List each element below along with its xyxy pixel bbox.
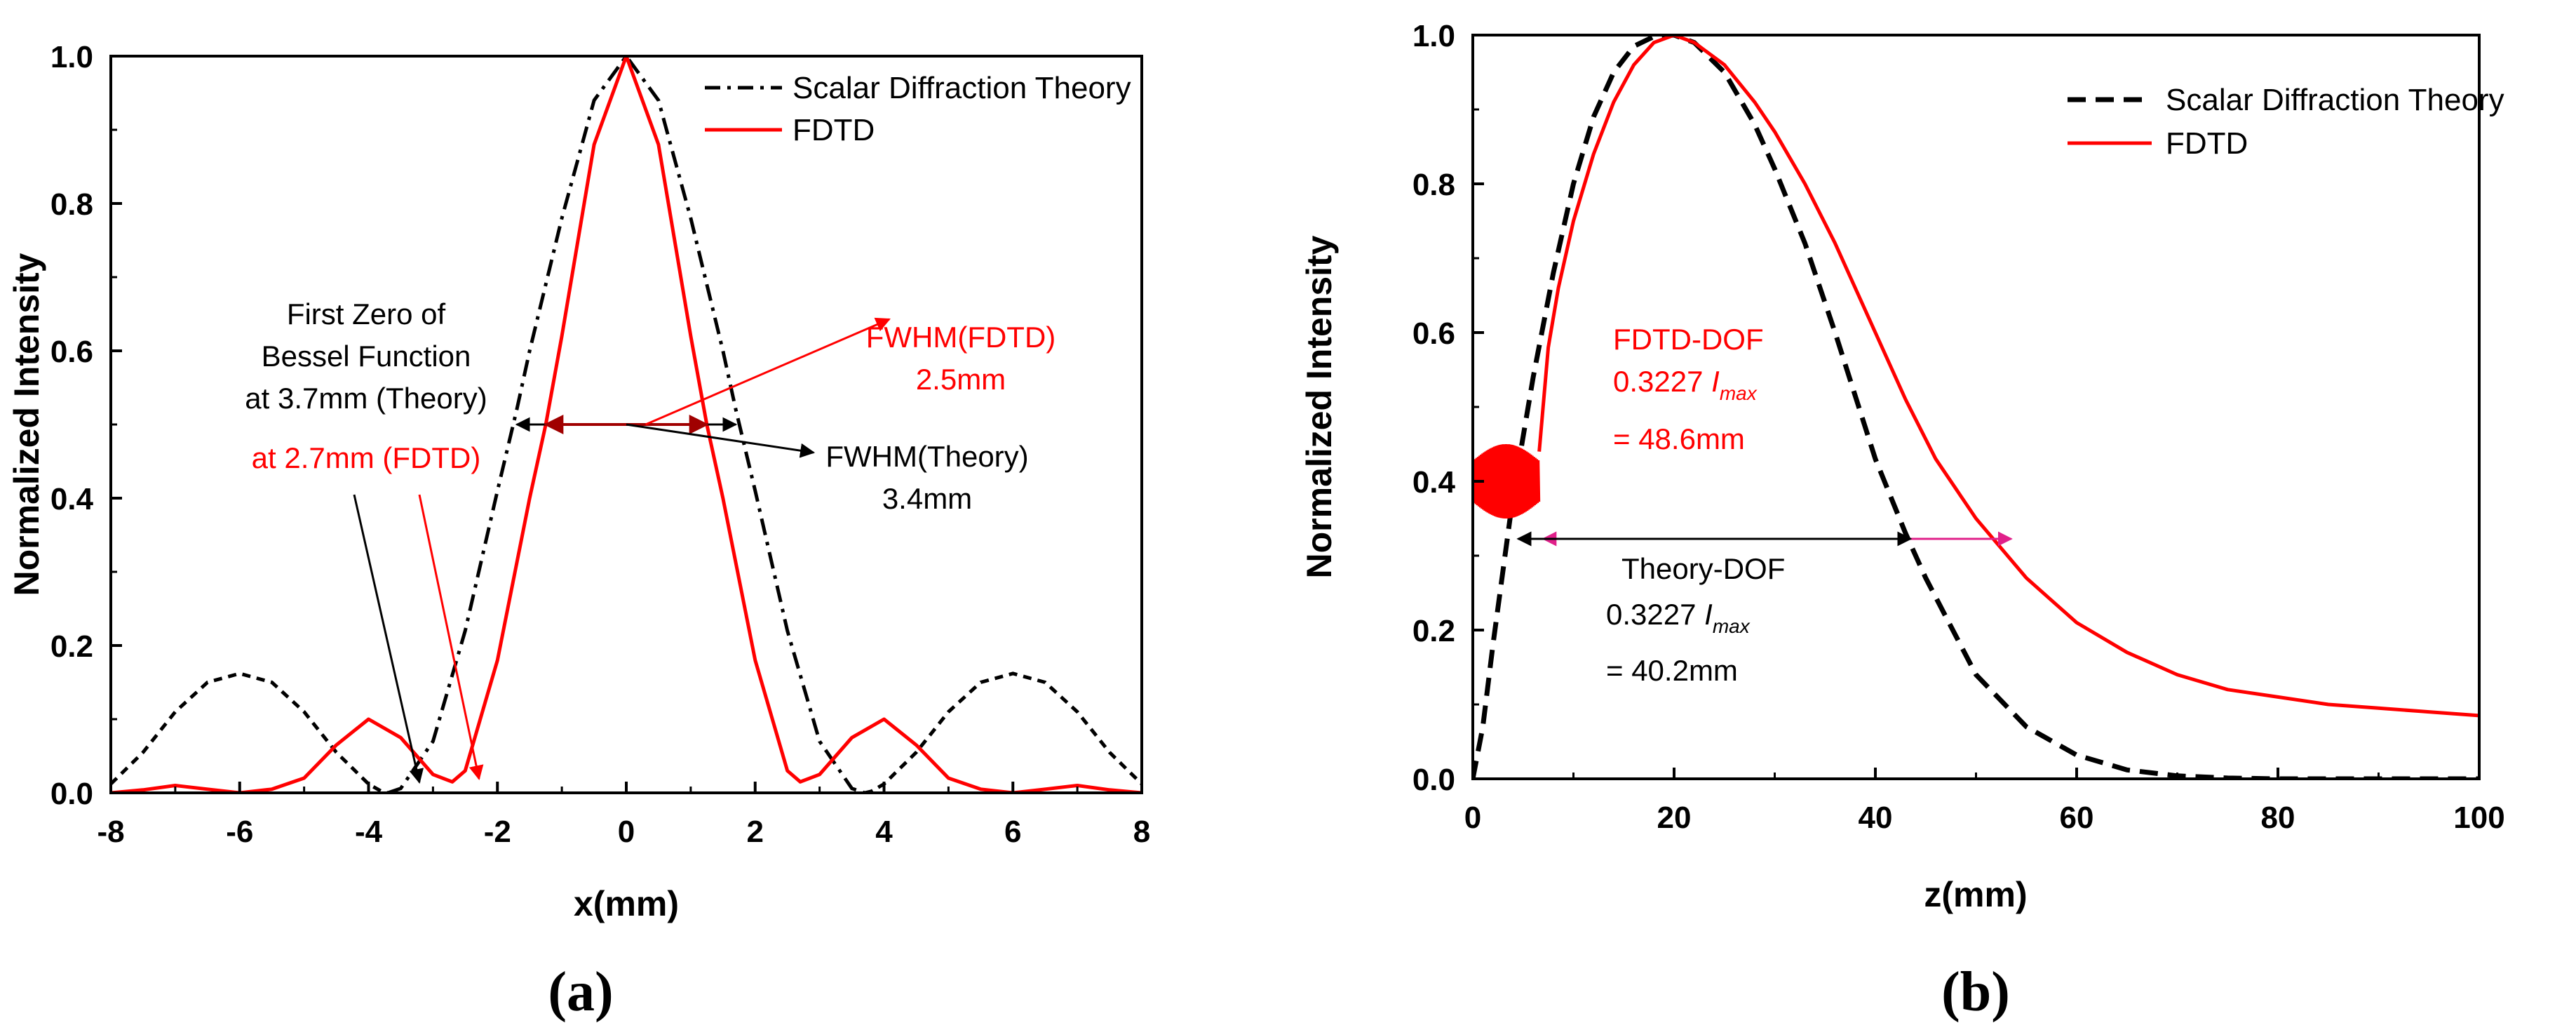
theory-dof-value: = 40.2mm (1606, 654, 1738, 687)
theory-dof-title: Theory-DOF (1621, 552, 1785, 585)
x-tick-label: 40 (1859, 801, 1893, 835)
panel-a-label: (a) (548, 961, 613, 1023)
panel-a-plot-area (111, 56, 1142, 793)
first-zero-fdtd-arrow (418, 494, 484, 781)
y-tick-label: 0.8 (50, 187, 93, 222)
fdtd-near-field-oscillation (1473, 443, 1541, 519)
theory-line-right-lobe (864, 671, 1142, 793)
y-tick-label: 0.2 (1412, 614, 1455, 648)
panel-a-chart: -8 -6 -4 -2 0 2 4 6 8 0.0 0.2 0.4 0.6 0.8 1.0 x(mm) No… (7, 40, 1150, 1023)
panel-a-y-axis-label: Normalized Intensity (7, 253, 46, 596)
theory-dof-level: 0.3227 Imax (1606, 598, 1751, 637)
x-tick-label: 20 (1657, 801, 1692, 835)
first-zero-text-2: Bessel Function (262, 340, 471, 373)
x-tick-label: -8 (97, 815, 124, 849)
x-tick-label: 80 (2261, 801, 2295, 835)
fdtd-dof-title: FDTD-DOF (1613, 323, 1764, 356)
panel-b-label: (b) (1941, 961, 2010, 1023)
fdtd-line (111, 56, 1142, 793)
y-tick-label: 0.8 (1412, 168, 1455, 202)
first-zero-fdtd-text: at 2.7mm (FDTD) (252, 441, 481, 474)
fwhm-theory-text-1: FWHM(Theory) (825, 440, 1028, 473)
y-tick-label: 0.6 (1412, 316, 1455, 351)
panel-b-chart: 0 20 40 60 80 100 0.0 0.2 0.4 0.6 0.8 1.0 z(mm) Nor… (1300, 19, 2505, 1023)
panel-a-ticks: -8 -6 -4 -2 0 2 4 6 8 0.0 0.2 0.4 0.6 0.8 1.0 (50, 40, 1150, 849)
x-tick-label: 4 (875, 815, 893, 849)
legend-label-theory: Scalar Diffraction Theory (2166, 83, 2504, 117)
fwhm-theory-text-2: 3.4mm (882, 482, 972, 515)
panel-b-y-axis-label: Normalized Intensity (1300, 235, 1339, 578)
y-tick-label: 1.0 (50, 40, 93, 74)
panel-b-legend: Scalar Diffraction Theory FDTD (2068, 83, 2504, 161)
panel-a-annotations: First Zero of Bessel Function at 3.7mm (… (245, 297, 1056, 784)
x-tick-label: 8 (1133, 815, 1150, 849)
fwhm-theory-pointer-arrow (626, 423, 816, 458)
panel-b-x-axis-label: z(mm) (1924, 875, 2027, 914)
legend-label-fdtd: FDTD (793, 113, 875, 147)
panel-a-legend: Scalar Diffraction Theory FDTD (705, 71, 1131, 147)
y-tick-label: 0.6 (50, 335, 93, 369)
fdtd-line (1537, 35, 2479, 718)
first-zero-text-3: at 3.7mm (Theory) (245, 382, 487, 415)
fwhm-fdtd-text-2: 2.5mm (916, 363, 1006, 396)
x-tick-label: -6 (226, 815, 253, 849)
x-tick-label: 100 (2453, 801, 2504, 835)
y-tick-label: 0.2 (50, 629, 93, 664)
panel-b-annotations: FDTD-DOF 0.3227 Imax = 48.6mm Theory-DOF… (1516, 323, 2013, 687)
y-tick-label: 1.0 (1412, 19, 1455, 53)
x-tick-label: 0 (618, 815, 635, 849)
x-tick-label: 60 (2060, 801, 2094, 835)
panel-b-ticks: 0 20 40 60 80 100 0.0 0.2 0.4 0.6 0.8 1.0 (1412, 19, 2505, 835)
theory-line-center (387, 56, 865, 793)
y-tick-label: 0.0 (1412, 763, 1455, 797)
x-tick-label: -2 (484, 815, 511, 849)
legend-label-fdtd: FDTD (2166, 126, 2248, 161)
y-tick-label: 0.4 (1412, 465, 1456, 500)
theory-line (1473, 35, 2479, 779)
theory-line-left-lobe (111, 671, 389, 793)
x-tick-label: 6 (1004, 815, 1021, 849)
panel-a-x-axis-label: x(mm) (574, 884, 679, 923)
first-zero-theory-arrow (353, 494, 424, 784)
legend-label-theory: Scalar Diffraction Theory (793, 71, 1131, 105)
x-tick-label: -4 (355, 815, 383, 849)
panel-b-plot-area (1473, 35, 2479, 779)
fwhm-fdtd-pointer-arrow (645, 317, 891, 426)
fwhm-fdtd-text-1: FWHM(FDTD) (866, 321, 1056, 354)
first-zero-text-1: First Zero of (287, 297, 446, 330)
fdtd-dof-level: 0.3227 Imax (1613, 365, 1758, 404)
x-tick-label: 2 (747, 815, 764, 849)
panel-a-fwhm-markers (515, 317, 891, 458)
y-tick-label: 0.4 (50, 482, 94, 516)
x-tick-label: 0 (1464, 801, 1481, 835)
y-tick-label: 0.0 (50, 777, 93, 811)
fdtd-dof-value: = 48.6mm (1613, 422, 1745, 455)
